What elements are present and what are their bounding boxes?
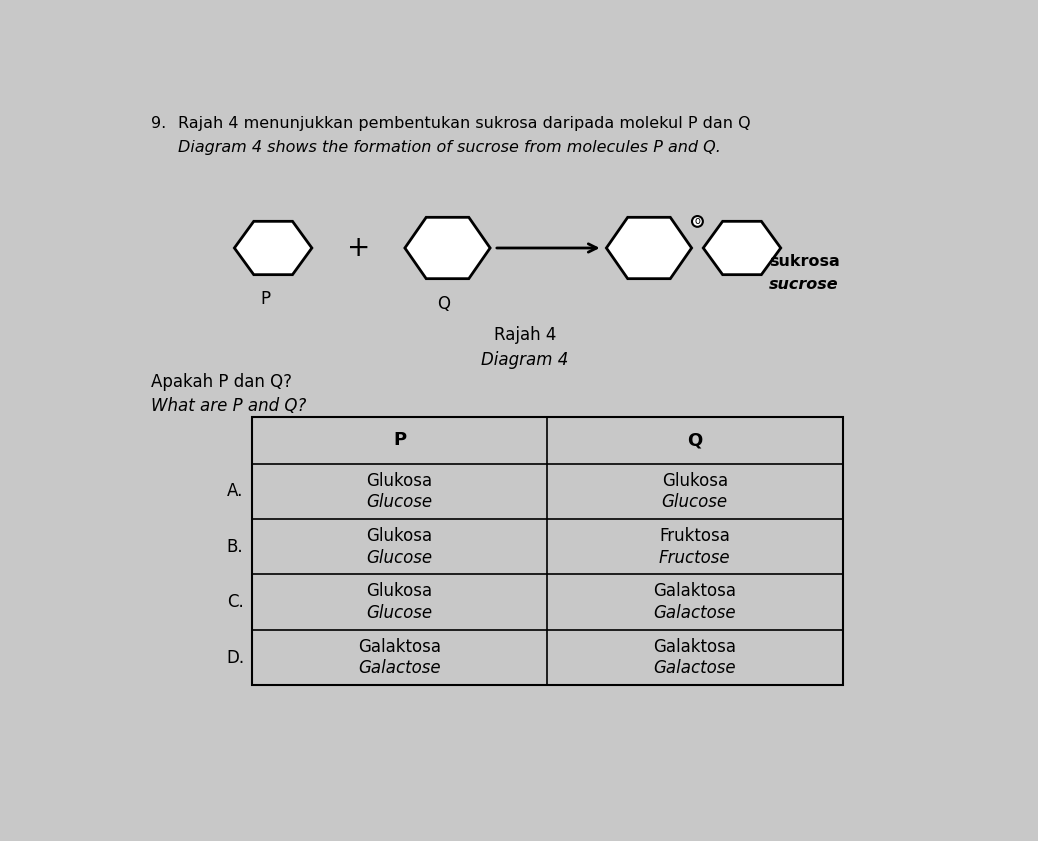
Text: Glucose: Glucose <box>366 493 433 511</box>
Text: Glucose: Glucose <box>366 548 433 567</box>
Text: Rajah 4 menunjukkan pembentukan sukrosa daripada molekul P dan Q: Rajah 4 menunjukkan pembentukan sukrosa … <box>177 115 750 130</box>
Text: Rajah 4: Rajah 4 <box>494 325 556 344</box>
Polygon shape <box>235 221 311 275</box>
Text: D.: D. <box>226 648 244 667</box>
Text: sucrose: sucrose <box>769 278 839 293</box>
Text: P: P <box>261 290 271 309</box>
Circle shape <box>692 216 703 227</box>
Text: What are P and Q?: What are P and Q? <box>152 397 307 415</box>
Bar <box>252 417 843 685</box>
Text: Fruktosa: Fruktosa <box>659 527 730 545</box>
Text: o: o <box>694 215 701 225</box>
Text: B.: B. <box>227 537 244 556</box>
Text: Glucose: Glucose <box>661 493 728 511</box>
Text: Apakah P dan Q?: Apakah P dan Q? <box>152 373 293 391</box>
Text: Diagram 4 shows the formation of sucrose from molecules P and Q.: Diagram 4 shows the formation of sucrose… <box>177 140 720 156</box>
Text: +: + <box>347 234 371 262</box>
Text: Galaktosa: Galaktosa <box>653 583 736 600</box>
Text: Galaktosa: Galaktosa <box>653 637 736 656</box>
Text: P: P <box>393 431 406 449</box>
Text: sukrosa: sukrosa <box>769 254 840 269</box>
Text: Glukosa: Glukosa <box>366 583 433 600</box>
Text: 9.: 9. <box>152 115 167 130</box>
Text: C.: C. <box>226 593 244 611</box>
Text: Glucose: Glucose <box>366 604 433 622</box>
Text: Galactose: Galactose <box>653 604 736 622</box>
Text: Glukosa: Glukosa <box>661 472 728 489</box>
Text: Diagram 4: Diagram 4 <box>482 352 569 369</box>
Text: Galactose: Galactose <box>653 659 736 677</box>
Polygon shape <box>606 217 691 278</box>
Polygon shape <box>405 217 490 278</box>
Polygon shape <box>704 221 781 275</box>
Text: Glukosa: Glukosa <box>366 472 433 489</box>
Text: Galaktosa: Galaktosa <box>358 637 441 656</box>
Text: Q: Q <box>437 295 450 313</box>
Text: Fructose: Fructose <box>659 548 731 567</box>
Text: A.: A. <box>227 482 243 500</box>
Text: Q: Q <box>687 431 703 449</box>
Text: Glukosa: Glukosa <box>366 527 433 545</box>
Text: Galactose: Galactose <box>358 659 441 677</box>
